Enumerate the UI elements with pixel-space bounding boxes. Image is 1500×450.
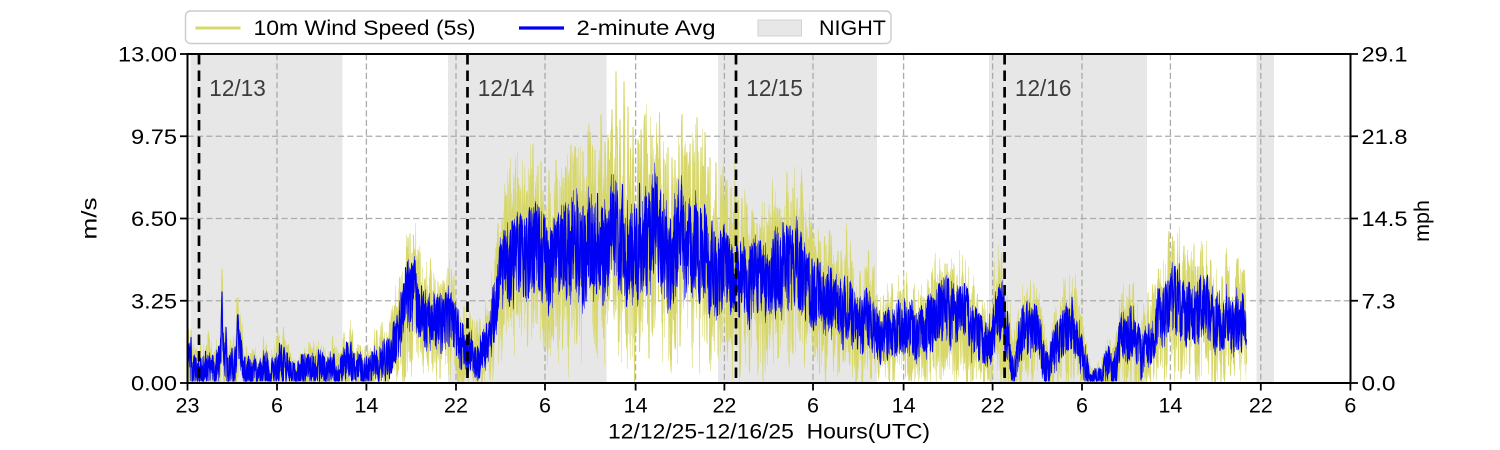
svg-text:12/13: 12/13 [209, 75, 265, 101]
svg-text:14.5: 14.5 [1362, 207, 1408, 231]
svg-text:mph: mph [1410, 200, 1434, 242]
svg-text:2-minute Avg: 2-minute Avg [577, 16, 716, 40]
svg-text:0.0: 0.0 [1362, 372, 1396, 396]
svg-text:22: 22 [712, 394, 736, 418]
svg-text:12/14: 12/14 [478, 75, 535, 101]
svg-text:14: 14 [892, 394, 916, 418]
svg-text:NIGHT: NIGHT [819, 16, 886, 40]
svg-text:6: 6 [539, 394, 551, 418]
svg-text:3.25: 3.25 [131, 289, 177, 313]
svg-text:6: 6 [1076, 394, 1088, 418]
svg-text:6.50: 6.50 [131, 207, 177, 231]
svg-text:22: 22 [981, 394, 1005, 418]
svg-text:6: 6 [271, 394, 283, 418]
svg-text:29.1: 29.1 [1362, 43, 1408, 67]
svg-text:23: 23 [176, 394, 200, 418]
svg-text:0.00: 0.00 [131, 372, 177, 396]
svg-text:m/s: m/s [78, 198, 102, 240]
svg-text:12/16: 12/16 [1015, 75, 1072, 101]
svg-text:10m Wind Speed (5s): 10m Wind Speed (5s) [254, 16, 476, 40]
svg-text:22: 22 [444, 394, 468, 418]
svg-text:7.3: 7.3 [1362, 289, 1396, 313]
svg-text:6: 6 [807, 394, 819, 418]
svg-text:22: 22 [1249, 394, 1273, 418]
svg-text:14: 14 [1158, 394, 1182, 418]
svg-text:21.8: 21.8 [1362, 125, 1408, 149]
svg-text:12/15: 12/15 [746, 75, 803, 101]
svg-text:9.75: 9.75 [131, 125, 177, 149]
svg-text:6: 6 [1344, 394, 1356, 418]
svg-text:14: 14 [354, 394, 378, 418]
svg-text:12/12/25-12/16/25 Hours(UTC): 12/12/25-12/16/25 Hours(UTC) [608, 420, 930, 444]
svg-text:14: 14 [624, 394, 648, 418]
svg-text:13.00: 13.00 [118, 43, 177, 67]
